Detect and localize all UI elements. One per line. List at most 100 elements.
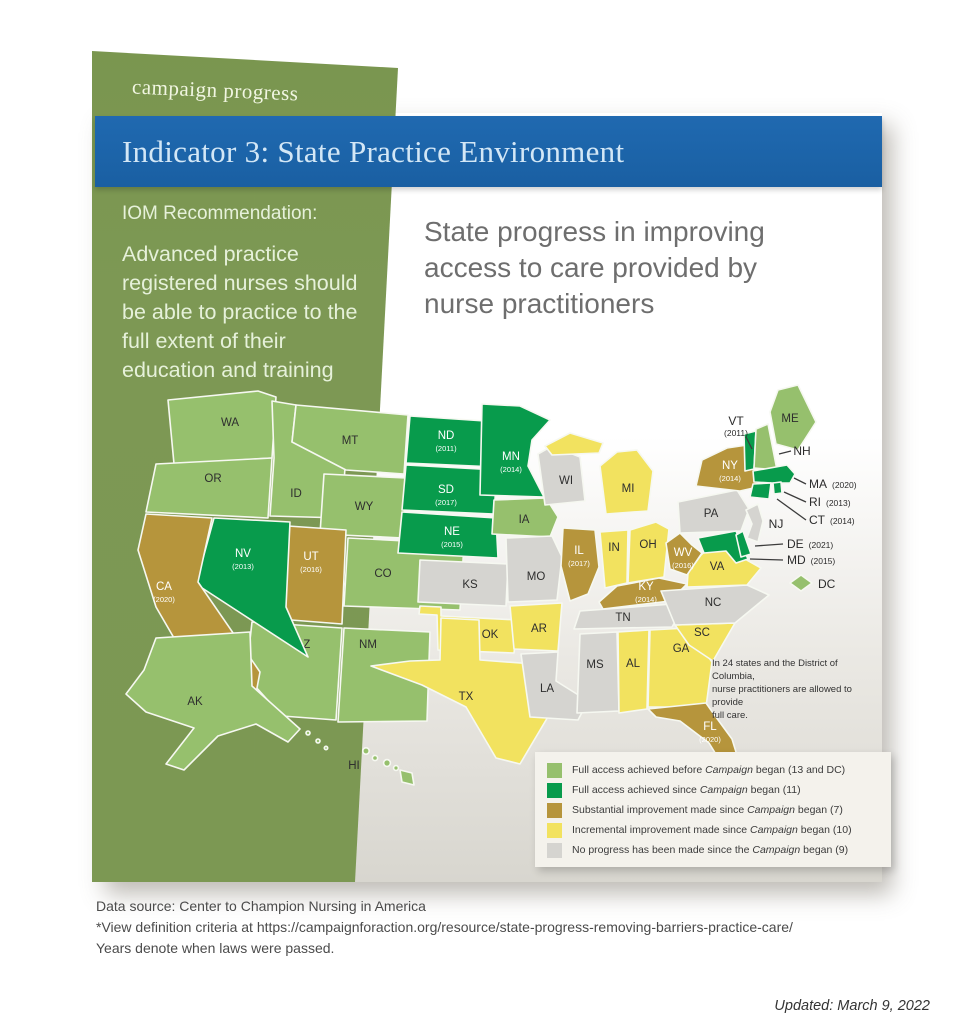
callout-label-NJ: NJ (769, 517, 784, 531)
data-source-note: Data source: Center to Champion Nursing … (96, 898, 793, 956)
callout-label-NH: NH (793, 444, 810, 458)
state-year-FL: (2020) (699, 735, 721, 744)
state-label-WI: WI (559, 475, 573, 487)
state-label-IL: IL (574, 545, 584, 557)
state-year-ND: (2011) (435, 444, 457, 453)
state-WA: WA (167, 390, 277, 465)
state-year-WV: (2016) (672, 561, 694, 570)
state-label-CO: CO (374, 568, 391, 580)
state-label-FL: FL (703, 721, 717, 733)
state-year-IL: (2017) (568, 559, 590, 568)
state-label-SD: SD (438, 484, 454, 496)
state-NE: NE (2015) (397, 511, 499, 559)
state-label-NV: NV (235, 548, 251, 560)
state-label-NM: NM (359, 639, 377, 651)
callout-label-MD: MD (2015) (787, 553, 835, 567)
callout-label-RI: RI (2013) (809, 495, 851, 509)
callout-DC: DC (818, 577, 836, 591)
state-label-IN: IN (608, 542, 620, 554)
callout-line-RI (783, 491, 807, 503)
legend-row-full_before: Full access achieved before Campaign beg… (547, 763, 879, 778)
state-label-HI: HI (348, 760, 360, 772)
state-label-WA: WA (221, 417, 239, 429)
callout-line-MA (793, 477, 807, 485)
iom-recommendation-block: IOM Recommendation: Advanced practice re… (122, 203, 380, 385)
state-KS: KS (417, 559, 509, 607)
state-MN: MN (2014) (479, 403, 551, 498)
state-label-TX: TX (459, 691, 474, 703)
state-NM: NM (337, 627, 431, 723)
legend-label-full_before: Full access achieved before Campaign beg… (572, 764, 846, 776)
state-MO: MO (505, 535, 563, 603)
state-label-GA: GA (673, 643, 690, 655)
state-label-ND: ND (438, 430, 455, 442)
state-OR: OR (145, 457, 273, 519)
callout-VT: VT(2011) (724, 414, 753, 450)
legend-row-incremental: Incremental improvement made since Campa… (547, 823, 879, 838)
state-label-AK: AK (187, 696, 203, 708)
legend-swatch-incremental (547, 823, 562, 838)
callout-DE: DE (2021) (754, 537, 833, 551)
state-label-KY: KY (638, 581, 654, 593)
state-year-CA: (2020) (153, 595, 175, 604)
state-label-NC: NC (705, 597, 722, 609)
callout-line-DE (754, 543, 784, 547)
state-label-NE: NE (444, 526, 460, 538)
us-map-container: WAORIDMTWYCOUT(2016)AZNMNV(2013)CA(2020)… (100, 370, 890, 820)
state-label-MS: MS (586, 659, 604, 671)
legend-swatch-substantial (547, 803, 562, 818)
state-year-NE: (2015) (441, 540, 463, 549)
indicator-banner: Indicator 3: State Practice Environment (95, 116, 882, 187)
state-MA (752, 464, 796, 484)
state-NJ (745, 503, 764, 543)
state-label-SC: SC (694, 627, 710, 639)
callout-label-CT: CT (2014) (809, 513, 855, 527)
state-DE (735, 530, 752, 558)
callout-label-DE: DE (2021) (787, 537, 833, 551)
legend-label-incremental: Incremental improvement made since Campa… (572, 824, 852, 836)
callout-RI: RI (2013) (783, 491, 851, 509)
state-HI: HI (348, 746, 415, 786)
state-label-IA: IA (519, 514, 530, 526)
legend-row-none: No progress has been made since the Camp… (547, 843, 879, 858)
state-PA: PA (677, 489, 750, 534)
state-label-NY: NY (722, 460, 738, 472)
callout-line-MD (749, 558, 784, 561)
callout-line-CT (776, 498, 807, 521)
state-ME: ME (769, 384, 817, 451)
state-TN: TN (573, 602, 687, 630)
state-IN: IN (599, 529, 629, 589)
state-WV: WV (2016) (665, 532, 703, 576)
state-RI (772, 481, 783, 495)
map-legend: Full access achieved before Campaign beg… (535, 752, 891, 867)
campaign-progress-tab: campaign progress (131, 74, 299, 106)
state-label-WV: WV (674, 547, 693, 559)
callout-line-VT (745, 436, 753, 450)
state-label-OR: OR (204, 473, 221, 485)
state-year-NV: (2013) (232, 562, 254, 571)
state-label-MN: MN (502, 451, 520, 463)
updated-date: Updated: March 9, 2022 (774, 998, 930, 1014)
legend-label-full_since: Full access achieved since Campaign bega… (572, 784, 801, 796)
legend-swatch-full_since (547, 783, 562, 798)
state-label-OH: OH (639, 539, 656, 551)
callout-year-VT: (2011) (724, 428, 748, 438)
state-IA: IA (491, 497, 559, 538)
map-annotation: In 24 states and the District of Columbi… (712, 658, 852, 721)
state-label-WY: WY (355, 501, 374, 513)
state-label-ME: ME (781, 413, 799, 425)
state-AR: AR (509, 602, 563, 652)
state-IL: IL (2017) (560, 527, 600, 602)
callout-label-DC: DC (818, 577, 836, 591)
legend-row-full_since: Full access achieved since Campaign bega… (547, 783, 879, 798)
state-label-ID: ID (290, 488, 302, 500)
callout-MA: MA (2020) (793, 477, 857, 491)
state-label-LA: LA (540, 683, 554, 695)
state-CT (749, 482, 772, 500)
legend-swatch-none (547, 843, 562, 858)
state-label-MI: MI (622, 483, 635, 495)
state-AK: AK (125, 631, 329, 771)
state-NC: NC (660, 584, 770, 626)
us-choropleth-map: WAORIDMTWYCOUT(2016)AZNMNV(2013)CA(2020)… (125, 384, 857, 786)
